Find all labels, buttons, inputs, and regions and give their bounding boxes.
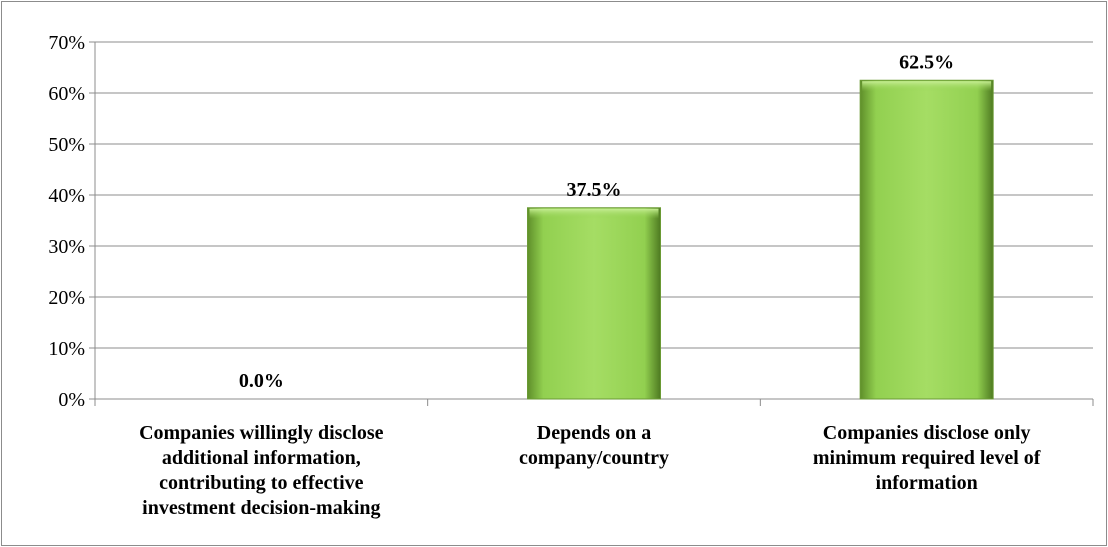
x-category-label-line: company/country [519,447,669,469]
x-category-label-line: information [876,472,978,494]
bar-highlight [529,208,659,219]
y-tick-label: 70% [48,32,85,54]
data-label: 0.0% [239,370,284,392]
y-tick-label: 20% [48,287,85,309]
bar-body [859,79,994,400]
y-tick-label: 50% [48,134,85,156]
data-label: 37.5% [567,179,622,201]
data-label: 62.5% [899,51,954,73]
x-category-label-line: Companies willingly disclose [139,422,384,444]
x-category-label-line: minimum required level of [813,447,1041,469]
bars [527,79,994,400]
x-category-label-line: contributing to effective [159,472,364,494]
y-tick-label: 30% [48,236,85,258]
x-category-label: Depends on a company/country [519,422,669,469]
x-category-label-line: investment decision-making [142,497,380,519]
bar-highlight [862,81,992,92]
x-category-label: Companies willingly disclose additional i… [139,422,384,519]
x-category-label-line: Depends on a [537,422,651,444]
y-tick-label: 0% [58,389,85,411]
y-tick-label: 60% [48,83,85,105]
x-category-label: Companies disclose only minimum required … [813,422,1041,494]
x-category-label-line: additional information, [162,447,361,469]
x-category-label-line: Companies disclose only [823,422,1031,444]
bar-body [527,207,661,400]
bar [859,79,994,400]
labels: 0% 10% 20% 30% 40% 50% 60% 70% 0.0% Companies wil… [48,32,1040,519]
y-tick-label: 40% [48,185,85,207]
bar [527,207,661,400]
y-tick-label: 10% [48,338,85,360]
